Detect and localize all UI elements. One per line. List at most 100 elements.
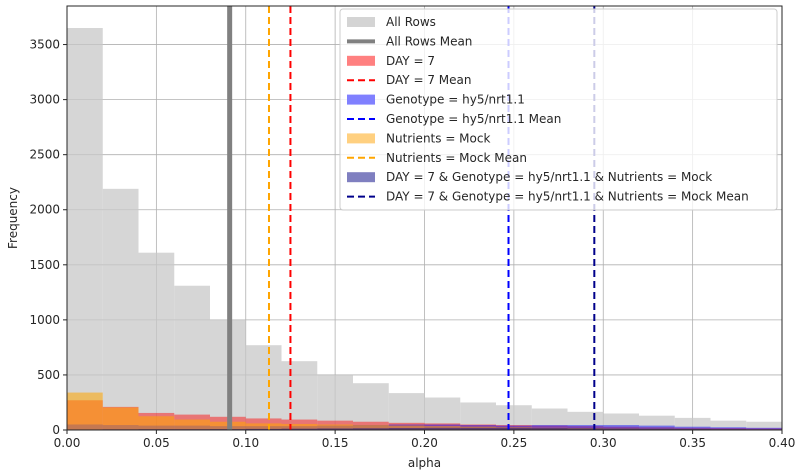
histogram-bar — [603, 413, 639, 430]
histogram-bar — [746, 428, 782, 430]
mean-lines — [227, 6, 596, 430]
legend-label: DAY = 7 & Genotype = hy5/nrt1.1 & Nutrie… — [386, 170, 712, 184]
histogram-bar — [388, 428, 425, 430]
histogram-bar — [603, 428, 639, 430]
histogram-bar — [639, 415, 675, 430]
y-tick-label: 2500 — [29, 148, 60, 162]
histogram-bar — [174, 419, 210, 430]
y-tick-label: 1000 — [29, 313, 60, 327]
legend-item: Genotype = hy5/nrt1.1 — [347, 93, 525, 107]
legend-item: Nutrients = Mock Mean — [347, 151, 527, 165]
x-tick-label: 0.25 — [501, 436, 528, 450]
histogram-bar — [281, 361, 318, 430]
legend-item: DAY = 7 Mean — [347, 73, 471, 87]
histogram-bar — [281, 423, 318, 430]
histogram-bar — [424, 427, 461, 430]
histogram-bar — [496, 427, 532, 430]
histogram-bar — [496, 405, 532, 430]
legend-item: DAY = 7 — [347, 54, 435, 68]
histogram-bar — [317, 428, 353, 430]
legend-patch — [347, 133, 375, 144]
histogram-bar — [639, 425, 675, 430]
histogram-bar — [245, 428, 282, 430]
histogram-bar — [102, 407, 139, 430]
x-tick-label: 0.20 — [411, 436, 438, 450]
legend-item: Nutrients = Mock — [347, 131, 490, 145]
histogram-bar — [567, 428, 604, 430]
legend-label: All Rows — [386, 15, 436, 29]
x-tick-label: 0.15 — [322, 436, 349, 450]
x-tick-label: 0.10 — [232, 436, 259, 450]
histogram-bar — [102, 188, 139, 430]
histogram-bar — [674, 417, 711, 430]
legend-item: All Rows — [347, 15, 436, 29]
x-tick-label: 0.05 — [143, 436, 170, 450]
histogram-bar — [460, 402, 496, 430]
legend-item: DAY = 7 & Genotype = hy5/nrt1.1 & Nutrie… — [347, 190, 749, 204]
histogram-bar — [710, 427, 747, 430]
histogram-bar — [317, 374, 353, 430]
legend-box — [339, 8, 778, 211]
histogram-bar — [245, 345, 282, 430]
histogram-bar — [746, 427, 782, 430]
histogram-bar — [424, 397, 461, 430]
legend-label: Nutrients = Mock Mean — [386, 151, 527, 165]
histogram-bar — [67, 28, 103, 431]
legend-label: Nutrients = Mock — [386, 131, 490, 145]
y-tick-label: 500 — [37, 368, 60, 382]
legend-patch — [347, 172, 375, 183]
x-tick-label: 0.35 — [679, 436, 706, 450]
histogram-bar — [710, 428, 747, 430]
histogram-bar — [531, 428, 568, 430]
x-axis-ticks: 0.00 0.05 0.10 0.15 0.20 0.25 0.30 0.35 0.40 — [54, 430, 796, 450]
legend-label: DAY = 7 — [386, 54, 435, 68]
legend-label: All Rows Mean — [386, 34, 472, 48]
histogram-bar — [460, 427, 496, 430]
histogram-bar — [138, 252, 175, 430]
histogram-bar — [674, 426, 711, 430]
histogram-bar — [67, 392, 103, 430]
series-0 — [67, 28, 782, 431]
y-axis-ticks: 0 500 1000 1500 2000 2500 3000 3500 — [29, 38, 67, 437]
histogram-bar — [353, 428, 389, 430]
x-tick-label: 0.40 — [769, 436, 796, 450]
histogram-bar — [138, 416, 175, 430]
histogram-bar — [353, 383, 389, 430]
y-tick-label: 3000 — [29, 93, 60, 107]
legend-item: Genotype = hy5/nrt1.1 Mean — [347, 112, 561, 126]
histogram-bar — [746, 421, 782, 430]
y-tick-label: 1500 — [29, 258, 60, 272]
legend-patch — [347, 94, 375, 105]
y-tick-label: 3500 — [29, 38, 60, 52]
x-tick-label: 0.00 — [54, 436, 81, 450]
histogram-bar — [639, 428, 675, 430]
histogram-bar — [388, 425, 425, 430]
legend-patch — [347, 55, 375, 66]
histogram-bar — [674, 427, 711, 430]
y-axis-label: Frequency — [6, 187, 20, 249]
x-axis-label: alpha — [408, 456, 441, 470]
histogram-bar — [281, 428, 318, 430]
legend-item: All Rows Mean — [347, 34, 472, 48]
histogram-bar — [710, 420, 747, 430]
histogram-bar — [567, 425, 604, 430]
legend-label: DAY = 7 & Genotype = hy5/nrt1.1 & Nutrie… — [386, 190, 749, 204]
histogram-bar — [531, 408, 568, 430]
histogram-bar — [639, 427, 675, 430]
legend-label: DAY = 7 Mean — [386, 73, 471, 87]
legend: All Rows All Rows Mean DAY = 7 DAY = 7 Mean… — [339, 8, 778, 211]
histogram-bar — [674, 428, 711, 430]
x-tick-label: 0.30 — [590, 436, 617, 450]
histogram-bar — [353, 425, 389, 430]
legend-patch — [347, 17, 375, 27]
histogram-bar — [603, 425, 639, 430]
histogram-bar — [317, 424, 353, 430]
y-tick-label: 0 — [52, 423, 60, 437]
histogram-bar — [174, 285, 210, 430]
y-tick-label: 2000 — [29, 203, 60, 217]
histogram-bars — [67, 28, 782, 431]
histogram-bar — [531, 425, 568, 430]
histogram-bar — [245, 423, 282, 430]
legend-item: DAY = 7 & Genotype = hy5/nrt1.1 & Nutrie… — [347, 170, 712, 184]
legend-label: Genotype = hy5/nrt1.1 — [386, 93, 525, 107]
